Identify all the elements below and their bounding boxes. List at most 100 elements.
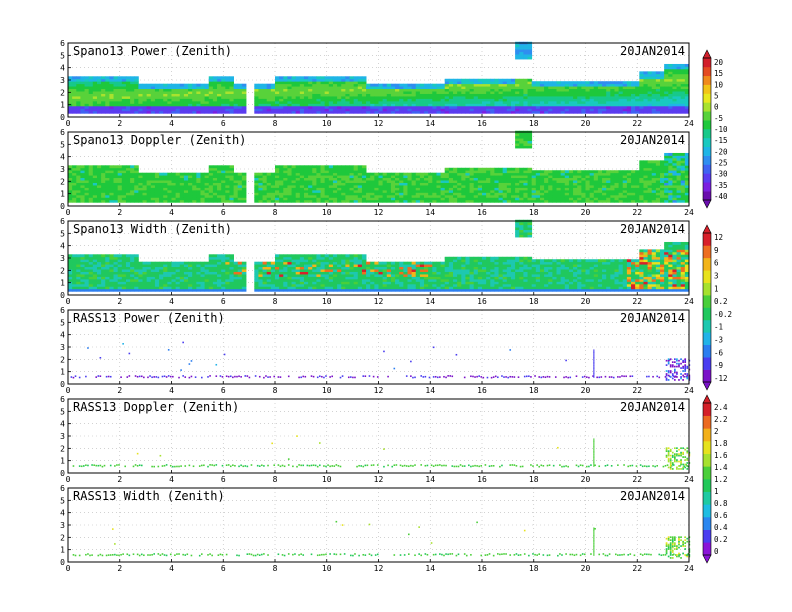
data-cell bbox=[76, 110, 81, 114]
data-cell bbox=[672, 86, 677, 90]
data-cell bbox=[556, 180, 562, 183]
data-cell bbox=[88, 100, 94, 104]
data-cell bbox=[130, 185, 135, 188]
data-cell bbox=[635, 199, 640, 203]
data-cell bbox=[527, 187, 533, 191]
data-cell bbox=[138, 93, 143, 97]
data-cell bbox=[196, 180, 201, 183]
data-cell bbox=[378, 86, 384, 90]
data-cell bbox=[262, 88, 268, 92]
data-cell bbox=[179, 103, 185, 107]
data-cell bbox=[204, 175, 210, 179]
data-cell bbox=[101, 88, 106, 92]
data-cell bbox=[204, 261, 210, 265]
data-cell bbox=[602, 100, 607, 104]
data-cell bbox=[175, 88, 181, 92]
data-cell bbox=[647, 185, 653, 188]
data-cell bbox=[96, 276, 102, 280]
data-cell bbox=[622, 86, 628, 90]
data-cell bbox=[672, 88, 677, 92]
data-cell bbox=[361, 170, 367, 174]
data-cell bbox=[266, 266, 272, 270]
data-cell bbox=[105, 187, 110, 191]
data-cell bbox=[175, 182, 181, 186]
data-cell bbox=[539, 170, 545, 174]
data-cell bbox=[159, 199, 164, 203]
data-cell bbox=[544, 189, 549, 193]
data-cell bbox=[146, 96, 152, 99]
data-cell bbox=[68, 187, 73, 191]
data-cell bbox=[258, 274, 263, 277]
data-cell bbox=[527, 138, 533, 142]
data-cell bbox=[589, 96, 595, 99]
data-cell bbox=[664, 66, 669, 70]
data-cell bbox=[552, 86, 557, 90]
data-cell bbox=[163, 108, 168, 112]
data-cell bbox=[113, 81, 119, 85]
data-cell bbox=[585, 187, 591, 191]
data-cell bbox=[506, 81, 512, 85]
data-cell bbox=[159, 274, 164, 277]
data-cell bbox=[117, 91, 123, 94]
data-cell bbox=[664, 152, 669, 156]
data-cell bbox=[593, 182, 599, 186]
data-cell bbox=[515, 81, 520, 85]
data-cell bbox=[651, 192, 657, 196]
data-cell bbox=[353, 175, 359, 179]
data-cell bbox=[291, 182, 297, 186]
data-cell bbox=[664, 76, 669, 80]
data-cell bbox=[258, 98, 263, 102]
data-cell bbox=[457, 180, 462, 183]
data-cell bbox=[581, 175, 586, 179]
data-cell bbox=[266, 175, 272, 179]
data-cell bbox=[167, 96, 172, 99]
data-cell bbox=[270, 269, 276, 272]
data-cell bbox=[212, 170, 218, 174]
data-cell bbox=[523, 78, 528, 82]
data-cell bbox=[154, 83, 160, 87]
data-cell bbox=[523, 170, 528, 174]
data-cell bbox=[684, 155, 690, 159]
data-cell bbox=[324, 88, 330, 92]
data-cell bbox=[125, 167, 131, 171]
data-cell bbox=[125, 100, 131, 104]
data-cell bbox=[498, 182, 504, 186]
data-cell bbox=[68, 194, 73, 198]
data-cell bbox=[366, 182, 371, 186]
data-cell bbox=[332, 110, 338, 114]
data-cell bbox=[217, 93, 222, 97]
data-cell bbox=[167, 110, 172, 114]
data-cell bbox=[395, 88, 400, 92]
data-cell bbox=[643, 165, 648, 169]
data-cell bbox=[138, 276, 143, 280]
data-cell bbox=[221, 266, 226, 270]
data-cell bbox=[585, 100, 591, 104]
data-cell bbox=[196, 197, 201, 201]
data-cell bbox=[150, 86, 156, 90]
data-cell bbox=[440, 108, 446, 112]
data-cell bbox=[233, 180, 239, 183]
data-cell bbox=[328, 197, 334, 201]
data-cell bbox=[130, 177, 135, 181]
data-cell bbox=[212, 180, 218, 183]
data-cell bbox=[448, 175, 454, 179]
data-cell bbox=[672, 197, 677, 201]
data-cell bbox=[527, 180, 533, 183]
data-cell bbox=[618, 83, 624, 87]
data-cell bbox=[486, 182, 491, 186]
data-cell bbox=[237, 180, 243, 183]
data-cell bbox=[328, 91, 334, 94]
data-cell bbox=[361, 96, 367, 99]
data-cell bbox=[328, 108, 334, 112]
data-cell bbox=[341, 175, 346, 179]
data-cell bbox=[490, 98, 495, 102]
data-cell bbox=[262, 269, 268, 272]
data-cell bbox=[229, 103, 234, 107]
data-cell bbox=[262, 100, 268, 104]
data-cell bbox=[258, 283, 263, 287]
data-cell bbox=[324, 78, 330, 82]
data-cell bbox=[577, 93, 582, 97]
data-cell bbox=[175, 269, 181, 272]
data-cell bbox=[490, 88, 495, 92]
data-cell bbox=[134, 170, 139, 174]
